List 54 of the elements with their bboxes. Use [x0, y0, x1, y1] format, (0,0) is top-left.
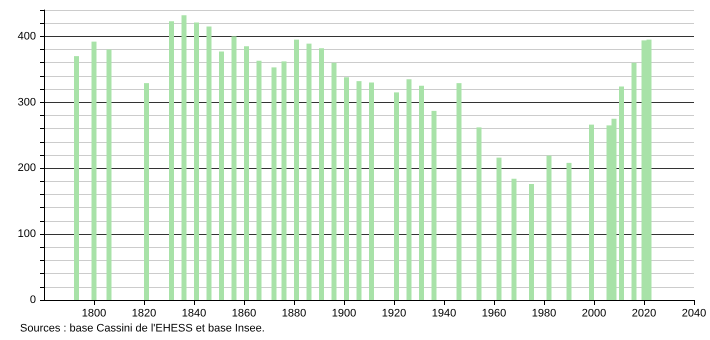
bar	[74, 56, 79, 300]
x-tick-label: 1960	[482, 308, 506, 320]
bar	[566, 162, 572, 300]
bar	[432, 110, 436, 300]
bar	[546, 156, 552, 300]
y-tick-label: 100	[18, 228, 36, 240]
bar	[244, 46, 249, 300]
bar	[344, 77, 349, 300]
x-tick-label: 1980	[532, 308, 556, 320]
bar	[106, 50, 112, 300]
y-tick-label: 400	[18, 30, 36, 42]
bar	[476, 127, 482, 300]
x-tick-label: 1820	[132, 308, 156, 320]
x-tick-label: 1840	[182, 308, 206, 320]
source-note: Sources : base Cassini de l'EHESS et base Insee.	[20, 322, 265, 334]
bar	[406, 79, 412, 300]
bar	[272, 67, 276, 300]
bar	[632, 62, 636, 300]
y-tick-label: 0	[30, 294, 36, 306]
bar	[319, 48, 324, 300]
bar	[394, 92, 399, 300]
bar	[419, 86, 424, 300]
bar	[496, 158, 502, 300]
bar	[169, 21, 174, 300]
bar	[369, 82, 374, 300]
bar	[332, 62, 336, 300]
x-tick-label: 2000	[582, 308, 606, 320]
y-tick-label: 300	[18, 96, 36, 108]
y-tick-label: 200	[18, 162, 36, 174]
bar	[182, 15, 186, 300]
bar	[144, 83, 149, 300]
x-tick-label: 1900	[332, 308, 356, 320]
bar	[206, 26, 212, 300]
bar	[219, 52, 224, 300]
bar	[232, 36, 236, 300]
bar	[92, 42, 96, 300]
bar	[282, 61, 286, 300]
bar	[456, 83, 462, 300]
x-tick-label: 1940	[432, 308, 456, 320]
x-tick-label: 2040	[682, 308, 706, 320]
bar	[256, 60, 262, 300]
x-tick-label: 1860	[232, 308, 256, 320]
bar	[306, 44, 312, 300]
x-tick-label: 2020	[632, 308, 656, 320]
bar	[529, 184, 534, 300]
x-tick-label: 1920	[382, 308, 406, 320]
x-tick-label: 1800	[82, 308, 106, 320]
bar	[589, 124, 594, 300]
bar	[512, 178, 516, 300]
bar	[194, 22, 199, 300]
bar	[619, 86, 624, 300]
x-tick-label: 1880	[282, 308, 306, 320]
bar	[356, 81, 362, 300]
bar	[294, 40, 299, 300]
